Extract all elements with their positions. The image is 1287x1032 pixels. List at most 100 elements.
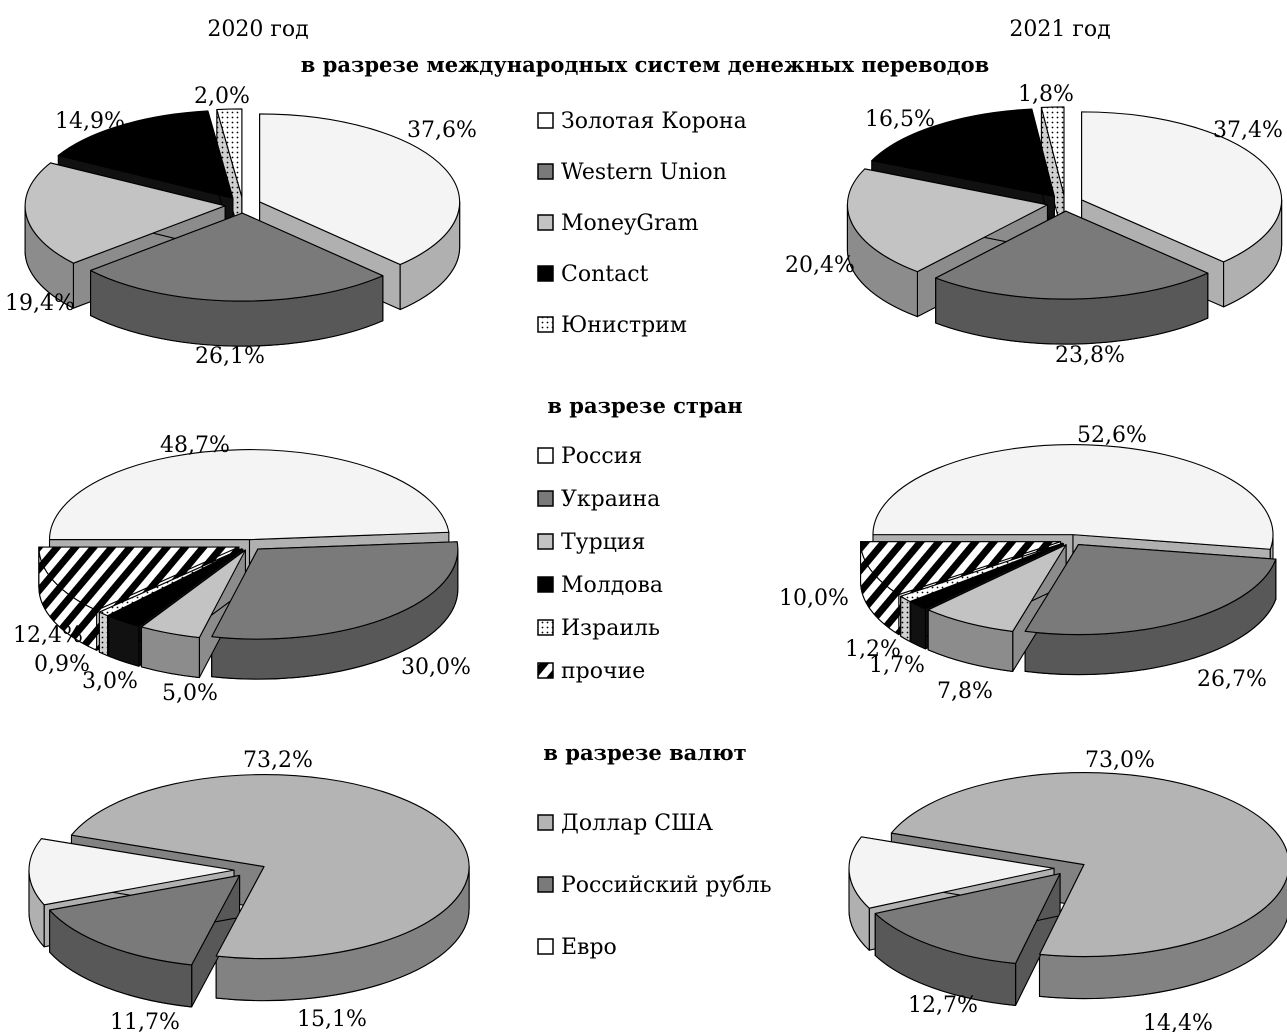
legend-swatch xyxy=(537,447,554,464)
data-label-western-union-2021: 23,8% xyxy=(1055,343,1125,368)
pie-slice-top-доллар-сша xyxy=(890,771,1287,958)
legend-label: Contact xyxy=(561,262,649,287)
pie-slice-top-доллар-сша xyxy=(70,774,470,960)
data-label-турция-2020: 5,0% xyxy=(162,681,218,706)
legend-item-израиль: Израиль xyxy=(537,616,660,641)
pie-systems-2021 xyxy=(846,106,1283,345)
data-label-прочие-2021: 10,0% xyxy=(779,586,849,611)
legend-label: Израиль xyxy=(561,616,660,641)
data-label-евро-2021: 12,7% xyxy=(908,993,978,1018)
legend-label: Доллар США xyxy=(561,811,713,836)
data-label-доллар-сша-2020: 73,2% xyxy=(243,748,313,773)
data-label-украина-2021: 26,7% xyxy=(1197,667,1267,692)
legend-swatch xyxy=(537,316,554,333)
pie-slice-top-moneygram xyxy=(846,168,1048,273)
legend-item-украина: Украина xyxy=(537,487,660,512)
data-label-прочие-2020: 12,4% xyxy=(13,623,83,648)
data-label-российский-рубль-2021: 14,4% xyxy=(1143,1011,1213,1032)
pie-slice-top-молдова xyxy=(108,548,244,627)
legend-countries: Россия Украина Турция Молдова Израиль прочие xyxy=(537,444,663,684)
legend-item-золотая-корона: Золотая Корона xyxy=(537,109,747,134)
pie-slice-top-золотая-корона xyxy=(259,113,461,266)
legend-item-прочие: прочие xyxy=(537,659,645,684)
legend-swatch xyxy=(537,214,554,231)
legend-item-доллар-сша: Доллар США xyxy=(537,811,713,836)
legend-label: Украина xyxy=(561,487,660,512)
data-labels: 37,6% 26,1% 19,4% 14,9% 2,0% 37,4% 23,8% 20,4% 1… xyxy=(5,82,1283,1032)
section-title-countries: в разрезе стран xyxy=(547,393,742,418)
pie-slice-top-western-union xyxy=(90,212,384,302)
pie-slice-top-турция xyxy=(140,549,246,639)
pie-slice-top-российский-рубль xyxy=(874,873,1061,964)
legend-swatch xyxy=(537,938,554,955)
legend-swatch xyxy=(537,876,554,893)
pie-slice-top-золотая-корона xyxy=(1081,111,1283,263)
data-label-юнистрим-2020: 2,0% xyxy=(194,84,250,109)
pie-slice-top-израиль xyxy=(900,542,1064,603)
legend-item-российский-рубль: Российский рубль xyxy=(537,873,772,898)
legend-item-western-union: Western Union xyxy=(537,160,727,185)
legend-swatch xyxy=(537,619,554,636)
data-label-израиль-2021: 1,2% xyxy=(845,637,901,662)
pie-slice-top-contact xyxy=(57,110,234,199)
legend-label: Юнистрим xyxy=(561,313,687,338)
pie-slice-top-украина xyxy=(211,541,459,640)
data-label-moneygram-2021: 20,4% xyxy=(785,253,855,278)
pie-countries-2021 xyxy=(860,444,1277,676)
pie-slice-top-юнистрим xyxy=(216,108,243,198)
legend-swatch xyxy=(537,576,554,593)
data-label-moneygram-2020: 19,4% xyxy=(5,291,75,316)
pie-countries-2020 xyxy=(38,449,459,680)
data-label-золотая-корона-2021: 37,4% xyxy=(1213,118,1283,143)
year-label-2020: 2020 год xyxy=(207,17,308,42)
legend-item-contact: Contact xyxy=(537,262,649,287)
legend-label: Молдова xyxy=(561,573,663,598)
pie-slice-top-юнистрим xyxy=(1040,106,1065,196)
pie-slice-top-российский-рубль xyxy=(49,874,241,966)
legend-item-moneygram: MoneyGram xyxy=(537,211,699,236)
data-label-contact-2021: 16,5% xyxy=(865,107,935,132)
data-label-молдова-2021: 1,7% xyxy=(869,653,925,678)
data-label-western-union-2020: 26,1% xyxy=(195,344,265,369)
legend-item-турция: Турция xyxy=(537,530,645,555)
pie-slice-top-contact xyxy=(871,108,1055,198)
legend-label: MoneyGram xyxy=(561,211,699,236)
pie-slice-top-россия xyxy=(48,449,450,541)
data-label-израиль-2020: 0,9% xyxy=(34,652,90,677)
pie-slice-top-россия xyxy=(872,444,1274,550)
year-label-2021: 2021 год xyxy=(1009,17,1110,42)
pie-currencies-2020 xyxy=(28,774,470,1008)
legend-item-юнистрим: Юнистрим xyxy=(537,313,687,338)
data-label-украина-2020: 30,0% xyxy=(401,655,471,680)
section-title-systems: в разрезе международных систем денежных … xyxy=(301,52,989,77)
section-title-currencies: в разрезе валют xyxy=(543,740,746,765)
legend-systems: Золотая Корона Western Union MoneyGram Cont… xyxy=(537,109,747,338)
legend-label: Турция xyxy=(561,530,645,555)
legend-swatch xyxy=(537,265,554,282)
legend-currencies: Доллар США Российский рубль Евро xyxy=(537,811,772,960)
pie-slice-top-евро xyxy=(28,838,235,906)
pie-slice-top-украина xyxy=(1024,544,1277,636)
pie-slice-top-турция xyxy=(927,544,1067,632)
legend-swatch xyxy=(537,662,554,679)
legend-label: Евро xyxy=(561,935,617,960)
data-label-россия-2020: 48,7% xyxy=(160,433,230,458)
pie-slice-top-прочие xyxy=(38,546,240,611)
data-label-российский-рубль-2020: 15,1% xyxy=(297,1007,367,1032)
data-label-турция-2021: 7,8% xyxy=(937,679,993,704)
pie-slice-top-western-union xyxy=(935,210,1209,300)
pie-slice-top-евро xyxy=(848,836,1055,909)
data-label-юнистрим-2021: 1,8% xyxy=(1018,82,1074,107)
data-label-доллар-сша-2021: 73,0% xyxy=(1085,748,1155,773)
legend-item-молдова: Молдова xyxy=(537,573,663,598)
legend-label: прочие xyxy=(561,659,645,684)
pie-slice-top-молдова xyxy=(910,543,1064,610)
data-label-россия-2021: 52,6% xyxy=(1077,423,1147,448)
legend-label: Western Union xyxy=(561,160,727,185)
legend-label: Золотая Корона xyxy=(561,109,747,134)
pie-systems-2020 xyxy=(24,108,461,347)
data-label-золотая-корона-2020: 37,6% xyxy=(407,118,477,143)
legend-item-евро: Евро xyxy=(537,935,617,960)
legend-swatch xyxy=(537,490,554,507)
